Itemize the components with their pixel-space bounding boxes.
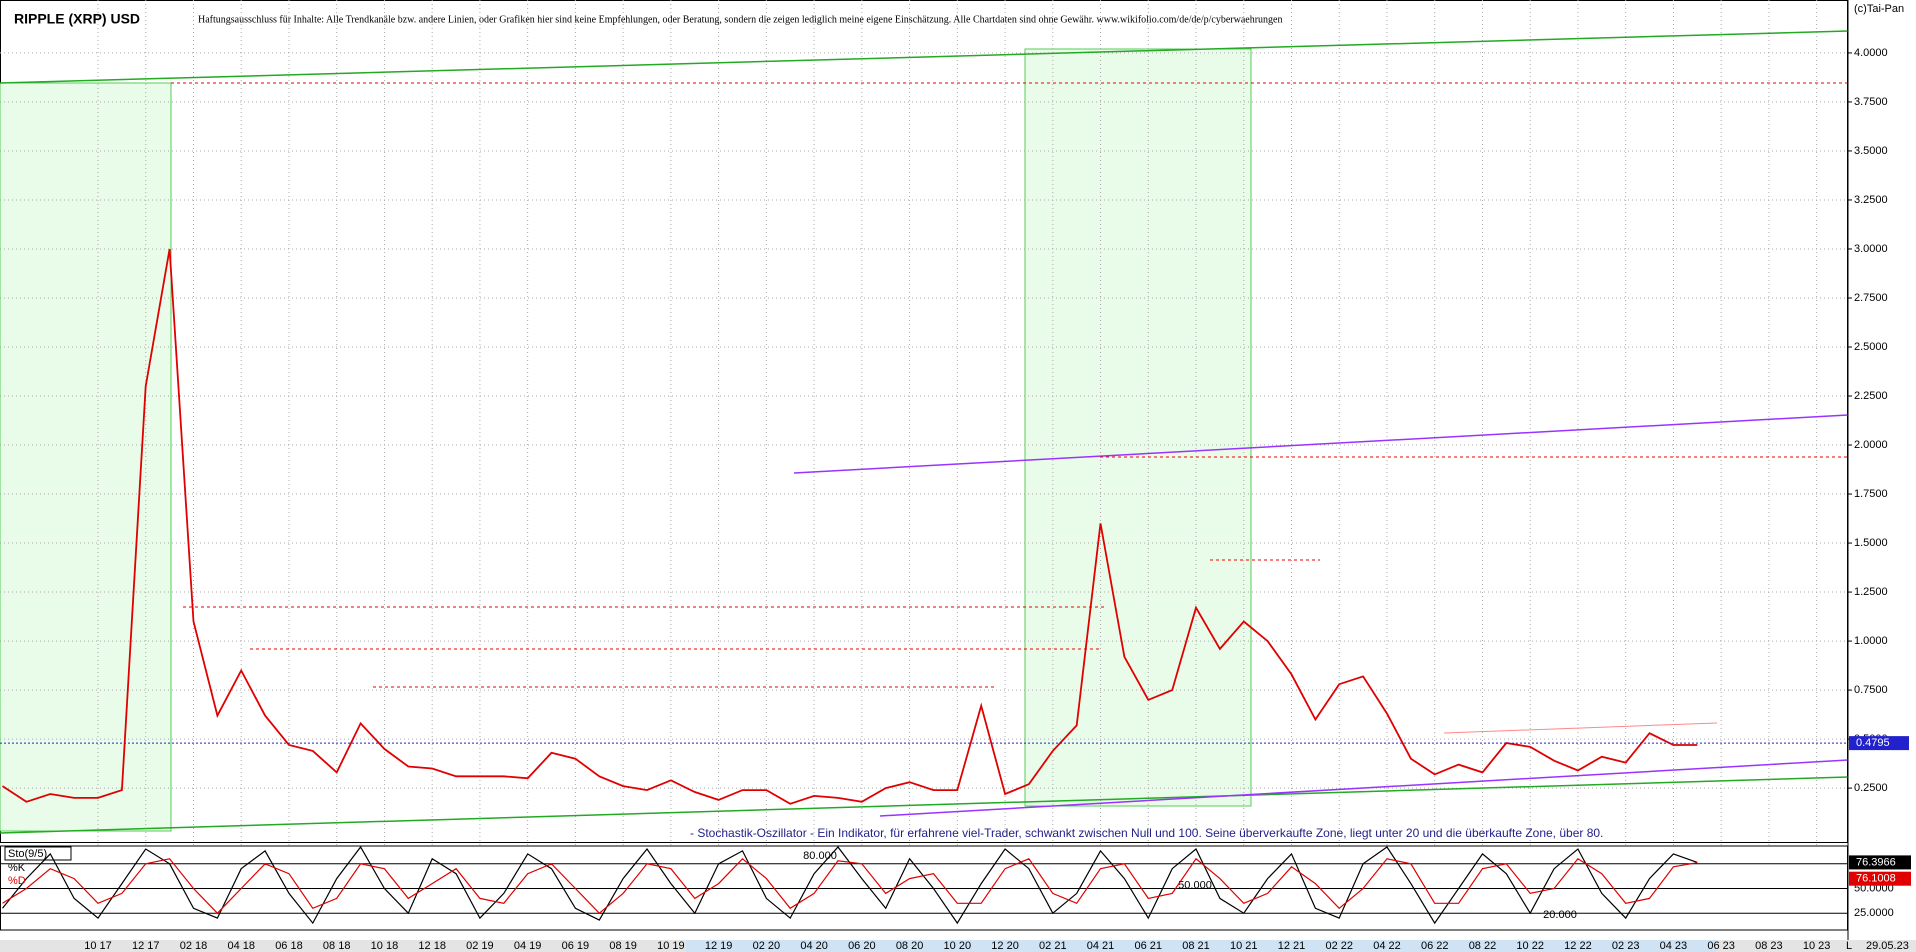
y-tick-label: 2.2500	[1854, 390, 1888, 402]
x-tick-label: 06 18	[275, 940, 303, 952]
y-tick-label: 0.2500	[1854, 782, 1888, 794]
x-tick-label: 12 19	[705, 940, 733, 952]
level-label: 80.000	[803, 850, 837, 862]
x-tick-label: 06 23	[1707, 940, 1735, 952]
y-tick-label: 2.7500	[1854, 292, 1888, 304]
x-tick-label: 10 22	[1516, 940, 1544, 952]
x-tick-label: 10 20	[944, 940, 972, 952]
x-tick-label: 08 19	[609, 940, 637, 952]
x-tick-label: 02 18	[180, 940, 208, 952]
x-tick-label: 10 17	[84, 940, 112, 952]
x-tick-label: 08 20	[896, 940, 924, 952]
last-price-box	[1849, 736, 1909, 751]
x-tick-label: 06 19	[562, 940, 590, 952]
x-tick-label: 02 19	[466, 940, 494, 952]
level-label: 50.000	[1178, 879, 1212, 891]
last-value-label: 76.3966	[1856, 856, 1896, 868]
annotation: - Stochastik-Oszillator - Ein Indikator,…	[690, 826, 1603, 840]
x-tick-label: 12 21	[1278, 940, 1306, 952]
x-tick-label: 12 20	[991, 940, 1019, 952]
y-tick-label: 1.2500	[1854, 586, 1888, 598]
y-tick-label: 3.0000	[1854, 243, 1888, 255]
price-line	[2, 248, 1698, 805]
oscillator-line	[2, 857, 1698, 915]
x-tick-label: 08 21	[1182, 940, 1210, 952]
mode-label: L	[1846, 940, 1852, 952]
last-price-label: 0.4795	[1856, 737, 1890, 749]
x-tick-label: 12 18	[418, 940, 446, 952]
x-tick-label: 10 23	[1803, 940, 1831, 952]
x-tick-label: 06 22	[1421, 940, 1449, 952]
last-value-label: 76.1008	[1856, 873, 1896, 885]
x-tick-label: 02 20	[753, 940, 781, 952]
chart-title: RIPPLE (XRP) USD	[14, 11, 140, 27]
legend-label: %D	[8, 875, 26, 887]
axis-area	[1848, 0, 1916, 940]
y-tick-label: 0.7500	[1854, 684, 1888, 696]
y-tick-label: 3.2500	[1854, 194, 1888, 206]
trend-line	[879, 759, 1849, 817]
y-tick-label: 1.0000	[1854, 635, 1888, 647]
y-tick-label: 4.0000	[1854, 47, 1888, 59]
x-tick-label: 10 19	[657, 940, 685, 952]
legend-label: %K	[8, 862, 26, 874]
x-axis-highlight	[686, 940, 1716, 952]
y-tick-label: 2.0000	[1854, 439, 1888, 451]
y-tick-label: 3.5000	[1854, 145, 1888, 157]
disclaimer: Haftungsausschluss für Inhalte: Alle Tre…	[198, 14, 1283, 25]
x-tick-label: 04 21	[1087, 940, 1115, 952]
trend-line	[0, 30, 1849, 84]
date-label: 29.05.23	[1866, 940, 1909, 952]
y-tick-label: 25.0000	[1854, 907, 1894, 919]
indicator-box	[4, 846, 72, 861]
trend-line	[1443, 722, 1718, 734]
x-tick-label: 04 20	[800, 940, 828, 952]
green-zone	[1024, 48, 1252, 807]
x-tick-label: 08 18	[323, 940, 351, 952]
x-tick-label: 04 19	[514, 940, 542, 952]
level-label: 20.000	[1543, 909, 1577, 921]
last-value-box	[1849, 871, 1911, 886]
indicator-title: Sto(9/5)	[8, 848, 47, 860]
x-tick-label: 02 22	[1325, 940, 1353, 952]
y-tick-label: 1.7500	[1854, 488, 1888, 500]
x-tick-label: 08 23	[1755, 940, 1783, 952]
last-value-box	[1849, 855, 1911, 870]
x-tick-label: 04 22	[1373, 940, 1401, 952]
x-tick-label: 04 18	[227, 940, 255, 952]
x-tick-label: 04 23	[1660, 940, 1688, 952]
y-tick-label: 1.5000	[1854, 537, 1888, 549]
x-tick-label: 12 17	[132, 940, 160, 952]
x-tick-label: 08 22	[1469, 940, 1497, 952]
x-tick-label: 02 21	[1039, 940, 1067, 952]
trend-line	[0, 776, 1849, 834]
trend-line	[793, 414, 1849, 474]
x-tick-label: 10 21	[1230, 940, 1258, 952]
x-tick-label: 06 20	[848, 940, 876, 952]
x-tick-label: 02 23	[1612, 940, 1640, 952]
y-tick-label: 2.5000	[1854, 341, 1888, 353]
x-tick-label: 10 18	[371, 940, 399, 952]
x-tick-label: 12 22	[1564, 940, 1592, 952]
x-tick-label: 06 21	[1135, 940, 1163, 952]
source: (c)Tai-Pan	[1854, 3, 1904, 15]
y-tick-label: 3.7500	[1854, 96, 1888, 108]
